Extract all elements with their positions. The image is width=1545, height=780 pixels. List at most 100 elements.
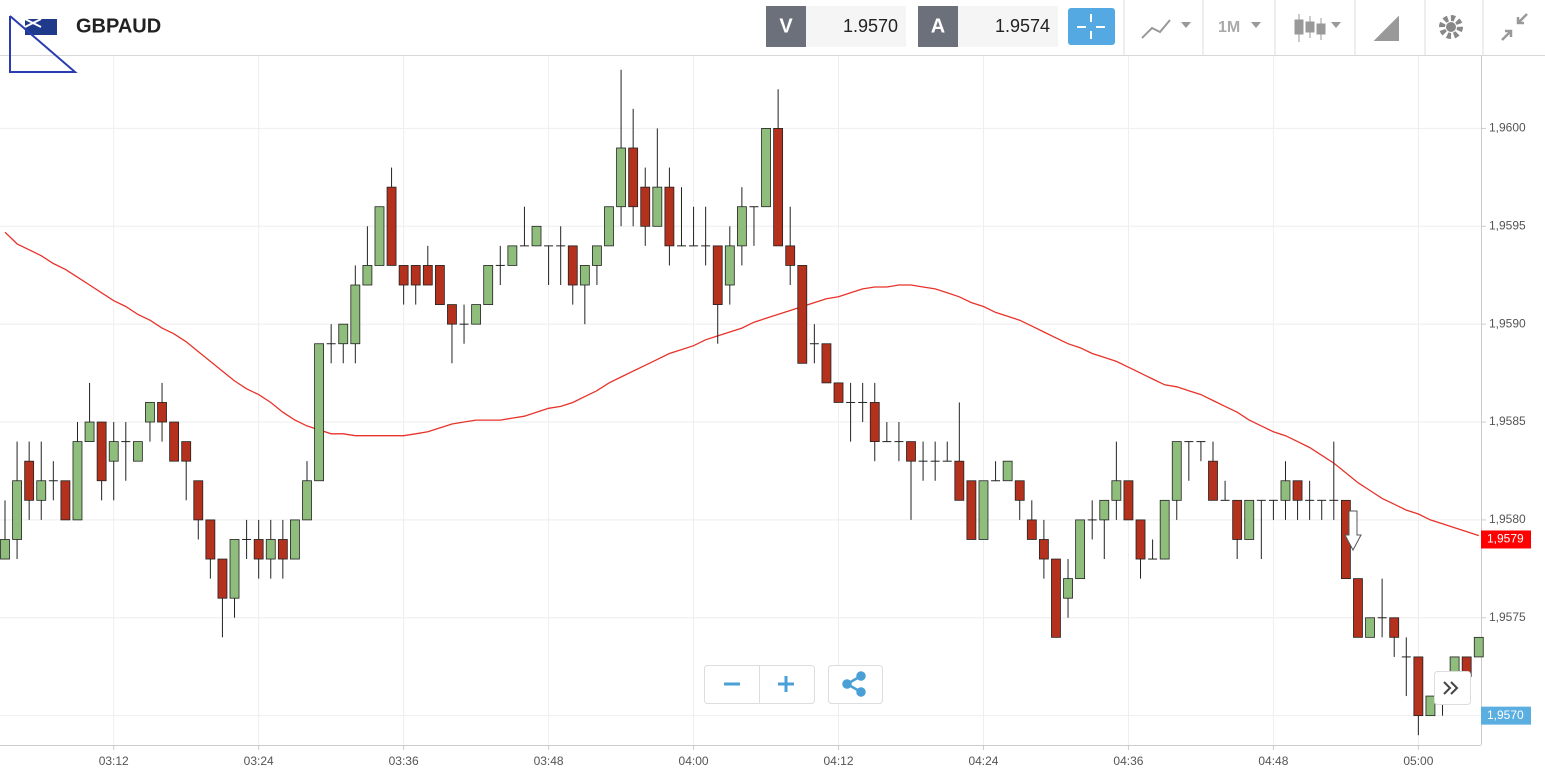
candle-body: [1099, 499, 1110, 521]
candle-body: [664, 186, 675, 247]
candle-body: [701, 245, 711, 247]
candle-body: [1171, 441, 1182, 501]
candle-body: [1148, 558, 1158, 560]
candle-body: [616, 147, 626, 208]
x-tick-label: 04:48: [1258, 754, 1288, 768]
candle-body: [1051, 558, 1061, 638]
candle-body: [1292, 480, 1303, 501]
chart-type-icon[interactable]: [1141, 19, 1171, 39]
candles-icon[interactable]: [1294, 14, 1326, 42]
scroll-end-icon: [1443, 681, 1459, 695]
x-tick-label: 04:36: [1113, 754, 1143, 768]
drawing-icon[interactable]: [1373, 15, 1399, 41]
dropdown-arrow: [1181, 22, 1191, 28]
zoom-controls: [704, 665, 1471, 705]
candle-body: [556, 245, 566, 247]
candle-body: [72, 441, 83, 521]
x-tick-label: 04:12: [824, 754, 854, 768]
candle-body: [217, 558, 228, 599]
candle-body: [1256, 499, 1266, 501]
symbol: GBPAUD: [76, 15, 161, 37]
share-icon[interactable]: [842, 671, 866, 697]
candle-body: [1401, 656, 1411, 658]
candle-body: [121, 441, 131, 443]
candle-body: [918, 460, 928, 462]
candle-body: [1377, 617, 1387, 619]
candle-body: [338, 323, 349, 345]
candle-body: [773, 128, 784, 247]
candle-body: [628, 147, 639, 208]
candle-body: [96, 421, 107, 482]
candle-body: [604, 206, 614, 247]
candle-body: [242, 538, 252, 540]
candle-body: [1280, 480, 1291, 501]
sell-price-box[interactable]: [806, 6, 906, 47]
collapse-icon[interactable]: [1501, 13, 1528, 41]
candle-body: [459, 323, 469, 325]
separators: [1123, 0, 1484, 55]
candle-body: [1159, 499, 1170, 560]
candle-body: [374, 206, 385, 266]
sell-button[interactable]: [766, 6, 806, 47]
x-tick-label: 04:00: [679, 754, 709, 768]
candle-body: [1232, 499, 1243, 540]
candle-body: [519, 245, 529, 247]
candle-body: [1123, 480, 1134, 521]
settings-icon-center: [1446, 22, 1456, 32]
candle-body: [652, 186, 663, 227]
candle-body: [326, 343, 336, 345]
candle-body: [978, 480, 989, 540]
candle-body: [592, 245, 602, 266]
candle-body: [483, 265, 494, 305]
candle-body: [1305, 499, 1315, 501]
candle-body: [169, 421, 180, 462]
candle-body: [1208, 460, 1218, 501]
candle-body: [398, 265, 409, 286]
flag-cross: [24, 18, 42, 28]
candle-body: [1014, 480, 1025, 501]
settings-icon[interactable]: [1439, 15, 1463, 39]
candle-body: [1317, 499, 1327, 501]
toolbar: GBPAUD V 1.9570 A 1.9574 1M: [0, 0, 1545, 56]
candle-body: [1184, 441, 1194, 443]
x-tick-label: 03:48: [534, 754, 564, 768]
crosshair-button[interactable]: [1068, 8, 1115, 45]
candle-body: [36, 480, 47, 501]
scroll-end-button[interactable]: [1434, 671, 1471, 705]
candle-body: [362, 265, 373, 286]
candle-body: [1063, 578, 1073, 599]
sell-price: 1.9570: [843, 16, 898, 36]
candle-body: [724, 245, 735, 286]
y-tick-label: 1,9580: [1489, 512, 1526, 526]
drawn-triangle: [9, 15, 78, 73]
candle-body: [640, 186, 651, 227]
candle-body: [966, 480, 977, 540]
candle-body: [229, 539, 240, 599]
candle-body: [785, 245, 796, 266]
candle-body: [833, 382, 844, 403]
candle-body: [567, 245, 578, 286]
candle-body: [1244, 499, 1255, 540]
candle-body: [24, 460, 35, 501]
candle-body: [253, 539, 264, 560]
candle-body: [12, 480, 22, 540]
zoom-in[interactable]: [778, 676, 794, 692]
candle-body: [410, 265, 421, 286]
y-tick-label: 1,9585: [1489, 414, 1526, 428]
candle-body: [422, 265, 433, 286]
candle-body: [1389, 617, 1400, 638]
buy-price-box[interactable]: [958, 6, 1058, 47]
candle-body: [314, 343, 324, 482]
crosshair-icon: [1077, 14, 1105, 39]
candle-body: [1329, 499, 1339, 501]
buy-button[interactable]: [918, 6, 958, 47]
candle-body: [930, 460, 940, 462]
candle-body: [858, 401, 868, 403]
timeframe[interactable]: 1M: [1218, 19, 1240, 36]
candle-body: [797, 265, 808, 364]
x-tick-label: 03:24: [244, 754, 274, 768]
candle-body: [821, 343, 832, 384]
candle-body: [157, 402, 167, 423]
candle-body: [132, 441, 143, 462]
